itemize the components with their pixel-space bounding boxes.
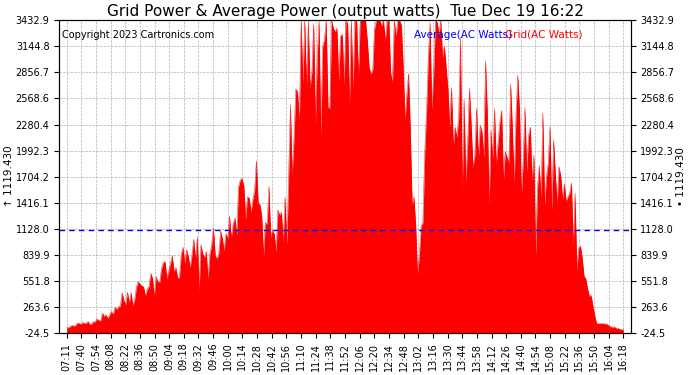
Text: Copyright 2023 Cartronics.com: Copyright 2023 Cartronics.com xyxy=(62,30,215,40)
Y-axis label: • 1119.430: • 1119.430 xyxy=(676,147,686,206)
Title: Grid Power & Average Power (output watts)  Tue Dec 19 16:22: Grid Power & Average Power (output watts… xyxy=(106,4,584,19)
Text: Grid(AC Watts): Grid(AC Watts) xyxy=(505,30,582,40)
Text: Average(AC Watts): Average(AC Watts) xyxy=(413,30,512,40)
Y-axis label: ↑ 1119.430: ↑ 1119.430 xyxy=(4,146,14,207)
